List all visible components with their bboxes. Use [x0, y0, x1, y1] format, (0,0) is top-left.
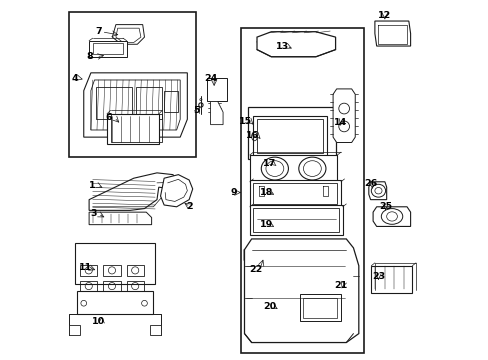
Text: 24: 24 — [204, 74, 218, 83]
Text: 9: 9 — [230, 188, 237, 197]
Text: 11: 11 — [79, 263, 92, 272]
Bar — [253, 116, 326, 157]
Bar — [249, 155, 337, 182]
Bar — [370, 266, 411, 293]
Bar — [93, 43, 123, 54]
Bar — [110, 114, 162, 143]
Text: 17: 17 — [263, 159, 276, 168]
Bar — [299, 294, 340, 321]
Text: 15: 15 — [239, 117, 252, 126]
Text: 12: 12 — [378, 11, 391, 20]
Bar — [126, 265, 143, 276]
Polygon shape — [210, 102, 223, 125]
Bar — [107, 114, 159, 144]
Polygon shape — [160, 175, 192, 207]
Text: 4: 4 — [71, 74, 78, 83]
Text: 10: 10 — [92, 316, 105, 325]
Polygon shape — [89, 212, 151, 225]
Text: 5: 5 — [193, 106, 199, 115]
Text: 14: 14 — [334, 118, 347, 127]
Text: 8: 8 — [87, 52, 93, 61]
Bar — [249, 205, 342, 235]
Polygon shape — [89, 173, 176, 210]
Bar — [253, 183, 337, 204]
Bar — [164, 91, 178, 112]
Text: 20: 20 — [263, 302, 276, 311]
Bar — [149, 325, 160, 336]
Text: 23: 23 — [371, 272, 384, 281]
Bar — [75, 243, 155, 284]
Bar — [135, 87, 162, 119]
Bar — [206, 78, 226, 102]
Bar — [77, 291, 153, 314]
Text: 22: 22 — [248, 265, 262, 274]
Bar — [80, 281, 97, 292]
Bar — [303, 298, 337, 318]
Bar — [89, 41, 126, 57]
Bar — [249, 180, 340, 207]
Text: 25: 25 — [378, 202, 391, 211]
Text: 6: 6 — [105, 113, 112, 122]
Polygon shape — [372, 207, 410, 226]
Polygon shape — [368, 182, 386, 200]
Polygon shape — [332, 89, 354, 143]
Bar — [257, 119, 323, 153]
Polygon shape — [112, 24, 144, 44]
Text: 26: 26 — [364, 179, 377, 188]
Polygon shape — [374, 21, 410, 46]
Text: 13: 13 — [275, 41, 288, 50]
Text: 7: 7 — [96, 27, 102, 36]
Bar — [103, 265, 121, 276]
Text: 3: 3 — [90, 210, 97, 219]
Bar — [103, 281, 121, 292]
Bar — [80, 265, 97, 276]
Polygon shape — [244, 239, 358, 342]
Bar — [96, 87, 132, 119]
Text: 18: 18 — [259, 188, 272, 197]
Bar — [247, 107, 335, 158]
Bar — [126, 281, 143, 292]
Bar — [69, 325, 80, 336]
Bar — [241, 28, 364, 353]
Text: 16: 16 — [245, 131, 259, 140]
Text: 1: 1 — [89, 181, 96, 190]
Bar — [253, 207, 339, 232]
Polygon shape — [257, 32, 335, 57]
Bar — [69, 12, 196, 157]
Bar — [249, 155, 337, 182]
Text: 19: 19 — [259, 220, 272, 229]
Polygon shape — [83, 73, 187, 137]
Text: 2: 2 — [185, 202, 192, 211]
Text: 21: 21 — [334, 281, 347, 290]
Polygon shape — [244, 246, 271, 264]
